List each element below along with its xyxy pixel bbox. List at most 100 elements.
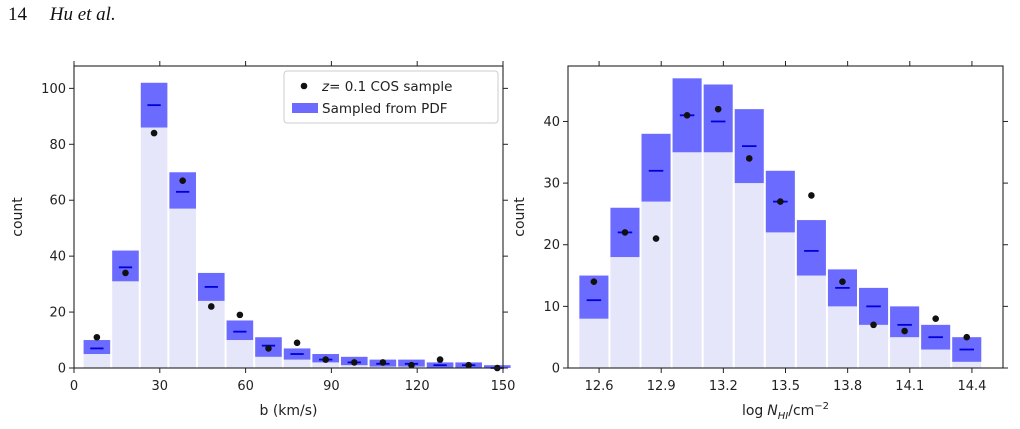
range-band [112,250,139,282]
x-tick-label: 13.2 [709,379,738,394]
base-bar [703,152,733,368]
y-tick-label: 60 [49,194,66,209]
x-axis-label-log: log [742,403,763,419]
observed-point [652,235,660,242]
legend-label-rest: = 0.1 COS sample [329,79,452,95]
legend-box [283,70,499,124]
y-tick-label: 0 [58,362,66,377]
observed-point [207,303,215,310]
x-tick-label: 12.9 [647,379,676,394]
observed-point [590,278,598,286]
base-bar [734,183,764,368]
observed-point [179,177,186,184]
range-band [703,84,733,153]
observed-point [265,345,272,352]
y-tick-label: 0 [552,362,560,377]
x-tick-label: 150 [491,379,516,394]
observed-point [777,198,784,205]
base-bar [921,349,951,368]
observed-point [293,339,301,347]
column-density-panel: 12.6 12.9 13.2 13.5 13.8 14.1 14.4 0 10 20 30 40 cou… [512,61,1008,422]
y-tick-label: 40 [49,250,66,265]
x-axis-label-exp: −2 [814,401,829,412]
range-band [796,220,826,276]
base-bar [169,208,196,368]
range-band [641,133,671,202]
base-bar [369,366,397,368]
y-tick-label: 40 [543,115,560,130]
observed-point [408,361,415,369]
x-tick-label: 12.6 [585,379,614,394]
legend-label-observed: z= 0.1 COS sample [321,79,452,95]
base-bar [197,300,225,368]
base-bar [140,127,168,368]
x-axis-label-var: N [767,403,778,419]
y-tick-label: 10 [543,300,560,315]
legend-label-z: z [321,79,330,95]
y-tick-label: 80 [49,138,66,153]
observed-point [932,315,939,322]
base-bar [890,337,920,368]
observed-point [714,105,722,113]
base-bar [340,365,368,368]
base-bar [255,356,282,368]
x-axis-label-sub: HI [778,411,789,422]
x-axis-label: log NHI/cm−2 [742,401,829,422]
y-axis-label: count [512,197,528,237]
observed-point [236,311,244,319]
base-bar [765,232,795,368]
legend-band-swatch [292,103,318,113]
x-tick-label: 13.5 [771,379,800,394]
x-tick-label: 13.8 [833,379,862,394]
observed-point [963,333,971,341]
base-bar [112,281,139,368]
base-bar [796,275,826,368]
observed-point [350,359,358,366]
base-bar [610,257,640,368]
observed-point [839,278,846,286]
base-bar [226,340,254,368]
x-axis-label: b (km/s) [259,403,317,419]
running-head-authors: Hu et al. [49,4,116,25]
y-tick-label: 100 [41,82,66,97]
observed-point [379,359,387,366]
observed-point [683,112,691,119]
base-bar [952,361,982,368]
b-distribution-panel: 0 30 60 90 120 150 0 20 40 60 80 100 count b (km/s) z=… [10,61,515,419]
base-bar [859,324,889,368]
legend-point-marker [300,82,308,90]
observed-point [322,356,329,363]
observed-point [465,361,472,369]
x-tick-label: 0 [70,379,78,394]
y-tick-label: 20 [49,306,66,321]
legend: z= 0.1 COS sample Sampled from PDF [283,70,499,124]
plot-frame [73,65,504,369]
observed-point [93,333,101,341]
x-tick-label: 30 [152,379,169,394]
y-tick-label: 30 [543,177,560,192]
observed-point [122,269,129,277]
base-bar [827,306,857,368]
range-band [83,340,111,355]
observed-point [150,129,158,137]
x-tick-label: 120 [405,379,430,394]
base-bar [579,318,609,368]
base-bar [641,201,671,368]
observed-point [436,356,444,363]
page-number: 14 [8,4,27,25]
observed-point [808,192,815,199]
observed-point [745,155,753,162]
observed-point [901,327,908,335]
base-bar [283,359,311,368]
x-tick-label: 14.4 [957,379,986,394]
x-tick-label: 60 [237,379,254,394]
base-bar [312,362,339,368]
y-axis-label: count [10,197,26,237]
legend-label-sampled: Sampled from PDF [322,101,448,117]
y-tick-label: 20 [543,238,560,253]
range-band [226,320,254,341]
x-tick-label: 90 [323,379,340,394]
base-bar [672,152,702,368]
x-axis-label-unit: /cm [788,403,814,419]
